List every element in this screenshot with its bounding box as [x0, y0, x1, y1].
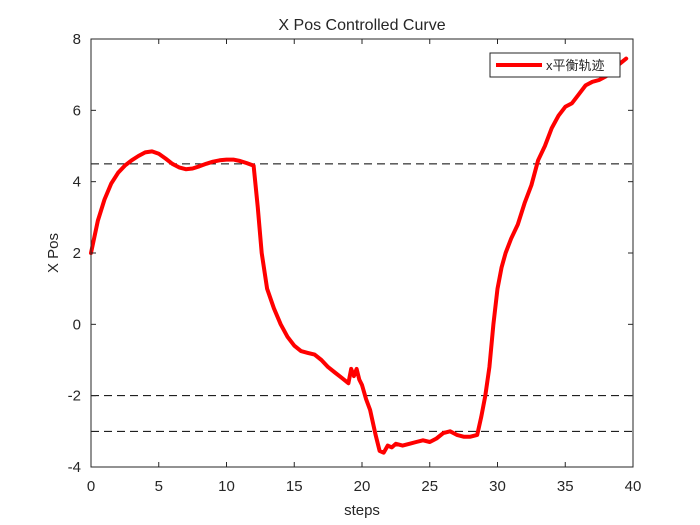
x-tick-label: 0 — [87, 478, 95, 495]
series-line-0 — [89, 56, 629, 455]
y-tick-label: 8 — [73, 31, 81, 48]
x-tick-label: 5 — [155, 478, 163, 495]
legend-label: x平衡轨迹 — [546, 58, 605, 73]
x-tick-label: 15 — [286, 478, 303, 495]
plot-area — [91, 39, 633, 467]
x-tick-label: 20 — [354, 478, 371, 495]
x-tick-label: 40 — [625, 478, 642, 495]
y-tick-label: -4 — [68, 459, 81, 476]
legend: x平衡轨迹 — [489, 52, 621, 78]
x-tick-label: 30 — [489, 478, 506, 495]
x-axis-label: steps — [344, 502, 380, 519]
y-axis: -4 -2 0 2 4 6 8 — [68, 31, 633, 476]
x-tick-label: 10 — [218, 478, 235, 495]
y-tick-label: 0 — [73, 316, 81, 333]
y-tick-label: -2 — [68, 388, 81, 405]
legend-box — [489, 52, 621, 78]
x-tick-label: 35 — [557, 478, 574, 495]
y-tick-label: 6 — [73, 102, 81, 119]
series-layer — [89, 56, 629, 455]
chart-title: X Pos Controlled Curve — [278, 17, 445, 34]
y-axis-label: X Pos — [45, 233, 62, 273]
y-tick-label: 4 — [73, 174, 81, 191]
y-tick-label: 2 — [73, 245, 81, 262]
x-tick-label: 25 — [421, 478, 438, 495]
x-axis: 0 5 10 15 20 25 30 35 40 — [87, 39, 642, 495]
